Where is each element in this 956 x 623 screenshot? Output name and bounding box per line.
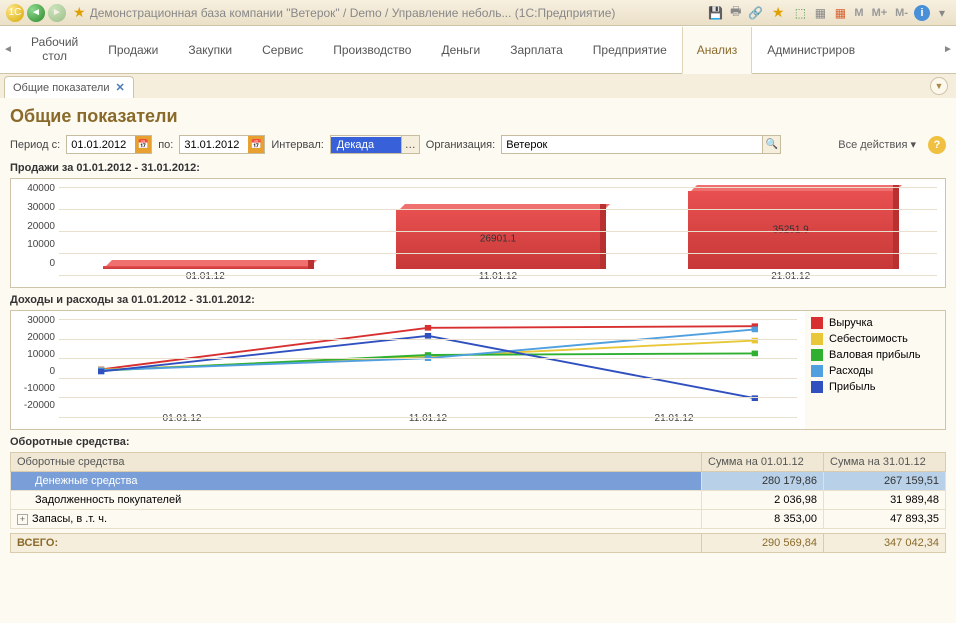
- mem-m[interactable]: M: [852, 7, 865, 19]
- sales-bar-chart: 400003000020000100000 26901.135251.9 01.…: [10, 178, 946, 288]
- period-from-field[interactable]: [67, 137, 135, 153]
- nav-fwd-icon[interactable]: ►: [48, 4, 66, 22]
- legend-item: Выручка: [811, 317, 939, 329]
- all-actions-menu[interactable]: Все действия ▾: [838, 138, 916, 151]
- interval-label: Интервал:: [271, 139, 323, 151]
- assets-total-row: ВСЕГО: 290 569,84 347 042,34: [10, 533, 946, 553]
- total-label: ВСЕГО:: [11, 534, 701, 552]
- document-tabs: Общие показатели ✕ ▼: [0, 74, 956, 98]
- tab-general-indicators[interactable]: Общие показатели ✕: [4, 76, 134, 98]
- calc-icon[interactable]: ▦: [812, 5, 828, 21]
- favorite-icon[interactable]: ★: [73, 4, 86, 21]
- close-tab-icon[interactable]: ✕: [116, 81, 125, 94]
- main-tab-5[interactable]: Деньги: [426, 26, 495, 73]
- main-tab-0[interactable]: Рабочийстол: [16, 26, 93, 73]
- mem-mplus[interactable]: M+: [870, 7, 890, 19]
- period-to-input[interactable]: 📅: [179, 135, 265, 154]
- main-tab-8[interactable]: Анализ: [682, 27, 753, 74]
- period-to-field[interactable]: [180, 137, 248, 153]
- interval-value: Декада: [331, 137, 401, 153]
- assets-table: Оборотные средстваСумма на 01.01.12Сумма…: [10, 452, 946, 529]
- window-titlebar: 1C ◄ ► ★ Демонстрационная база компании …: [0, 0, 956, 26]
- interval-picker-icon[interactable]: …: [401, 136, 419, 153]
- main-nav-tabs: ◄ РабочийстолПродажиЗакупкиСервисПроизво…: [0, 26, 956, 74]
- period-from-input[interactable]: 📅: [66, 135, 152, 154]
- link-icon[interactable]: 🔗: [748, 5, 764, 21]
- org-label: Организация:: [426, 139, 495, 151]
- legend-item: Себестоимость: [811, 333, 939, 345]
- main-tab-7[interactable]: Предприятие: [578, 26, 682, 73]
- table-row[interactable]: Задолженность покупателей2 036,9831 989,…: [11, 491, 946, 510]
- tab-label: Общие показатели: [13, 82, 110, 94]
- page-title: Общие показатели: [10, 106, 946, 127]
- info-icon[interactable]: i: [914, 5, 930, 21]
- main-tab-2[interactable]: Закупки: [173, 26, 247, 73]
- legend-item: Расходы: [811, 365, 939, 377]
- search-icon[interactable]: 🔍: [762, 136, 780, 153]
- table-row[interactable]: +Запасы, в .т. ч.8 353,0047 893,35: [11, 510, 946, 529]
- income-line-chart: 3000020000100000-10000-20000 01.01.1211.…: [10, 310, 946, 430]
- history-icon[interactable]: ⬚: [792, 5, 808, 21]
- main-tab-3[interactable]: Сервис: [247, 26, 318, 73]
- tabs-scroll-left[interactable]: ◄: [0, 26, 16, 73]
- dropdown-icon[interactable]: ▾: [934, 5, 950, 21]
- legend-item: Прибыль: [811, 381, 939, 393]
- period-to-label: по:: [158, 139, 173, 151]
- main-tab-1[interactable]: Продажи: [93, 26, 173, 73]
- legend-item: Валовая прибыль: [811, 349, 939, 361]
- help-icon[interactable]: ?: [928, 136, 946, 154]
- sales-chart-label: Продажи за 01.01.2012 - 31.01.2012:: [10, 162, 946, 174]
- app-icon[interactable]: 1C: [6, 4, 24, 22]
- star-icon[interactable]: ★: [772, 4, 785, 21]
- table-row[interactable]: Денежные средства280 179,86267 159,51: [11, 472, 946, 491]
- period-from-label: Период с:: [10, 139, 60, 151]
- calendar-to-icon[interactable]: 📅: [248, 136, 264, 153]
- assets-label: Оборотные средства:: [10, 436, 946, 448]
- content-area: Общие показатели Период с: 📅 по: 📅 Интер…: [0, 98, 956, 623]
- nav-back-icon[interactable]: ◄: [27, 4, 45, 22]
- filter-toolbar: Период с: 📅 по: 📅 Интервал: Декада … Орг…: [10, 135, 946, 154]
- print-icon[interactable]: 🖶: [728, 5, 744, 21]
- main-tab-9[interactable]: Администриров: [752, 26, 870, 73]
- income-chart-label: Доходы и расходы за 01.01.2012 - 31.01.2…: [10, 294, 946, 306]
- main-tab-6[interactable]: Зарплата: [495, 26, 578, 73]
- window-title: Демонстрационная база компании "Ветерок"…: [90, 6, 708, 20]
- expand-icon[interactable]: +: [17, 514, 28, 525]
- org-field[interactable]: [502, 137, 762, 153]
- calendar-icon[interactable]: ▦: [832, 5, 848, 21]
- interval-select[interactable]: Декада …: [330, 135, 420, 154]
- tab-menu-icon[interactable]: ▼: [930, 77, 948, 95]
- tabs-scroll-right[interactable]: ►: [940, 26, 956, 73]
- total-v2: 347 042,34: [823, 534, 945, 552]
- calendar-from-icon[interactable]: 📅: [135, 136, 151, 153]
- save-icon[interactable]: 💾: [708, 5, 724, 21]
- main-tab-4[interactable]: Производство: [318, 26, 426, 73]
- mem-mminus[interactable]: M-: [893, 7, 910, 19]
- total-v1: 290 569,84: [701, 534, 823, 552]
- org-input[interactable]: 🔍: [501, 135, 781, 154]
